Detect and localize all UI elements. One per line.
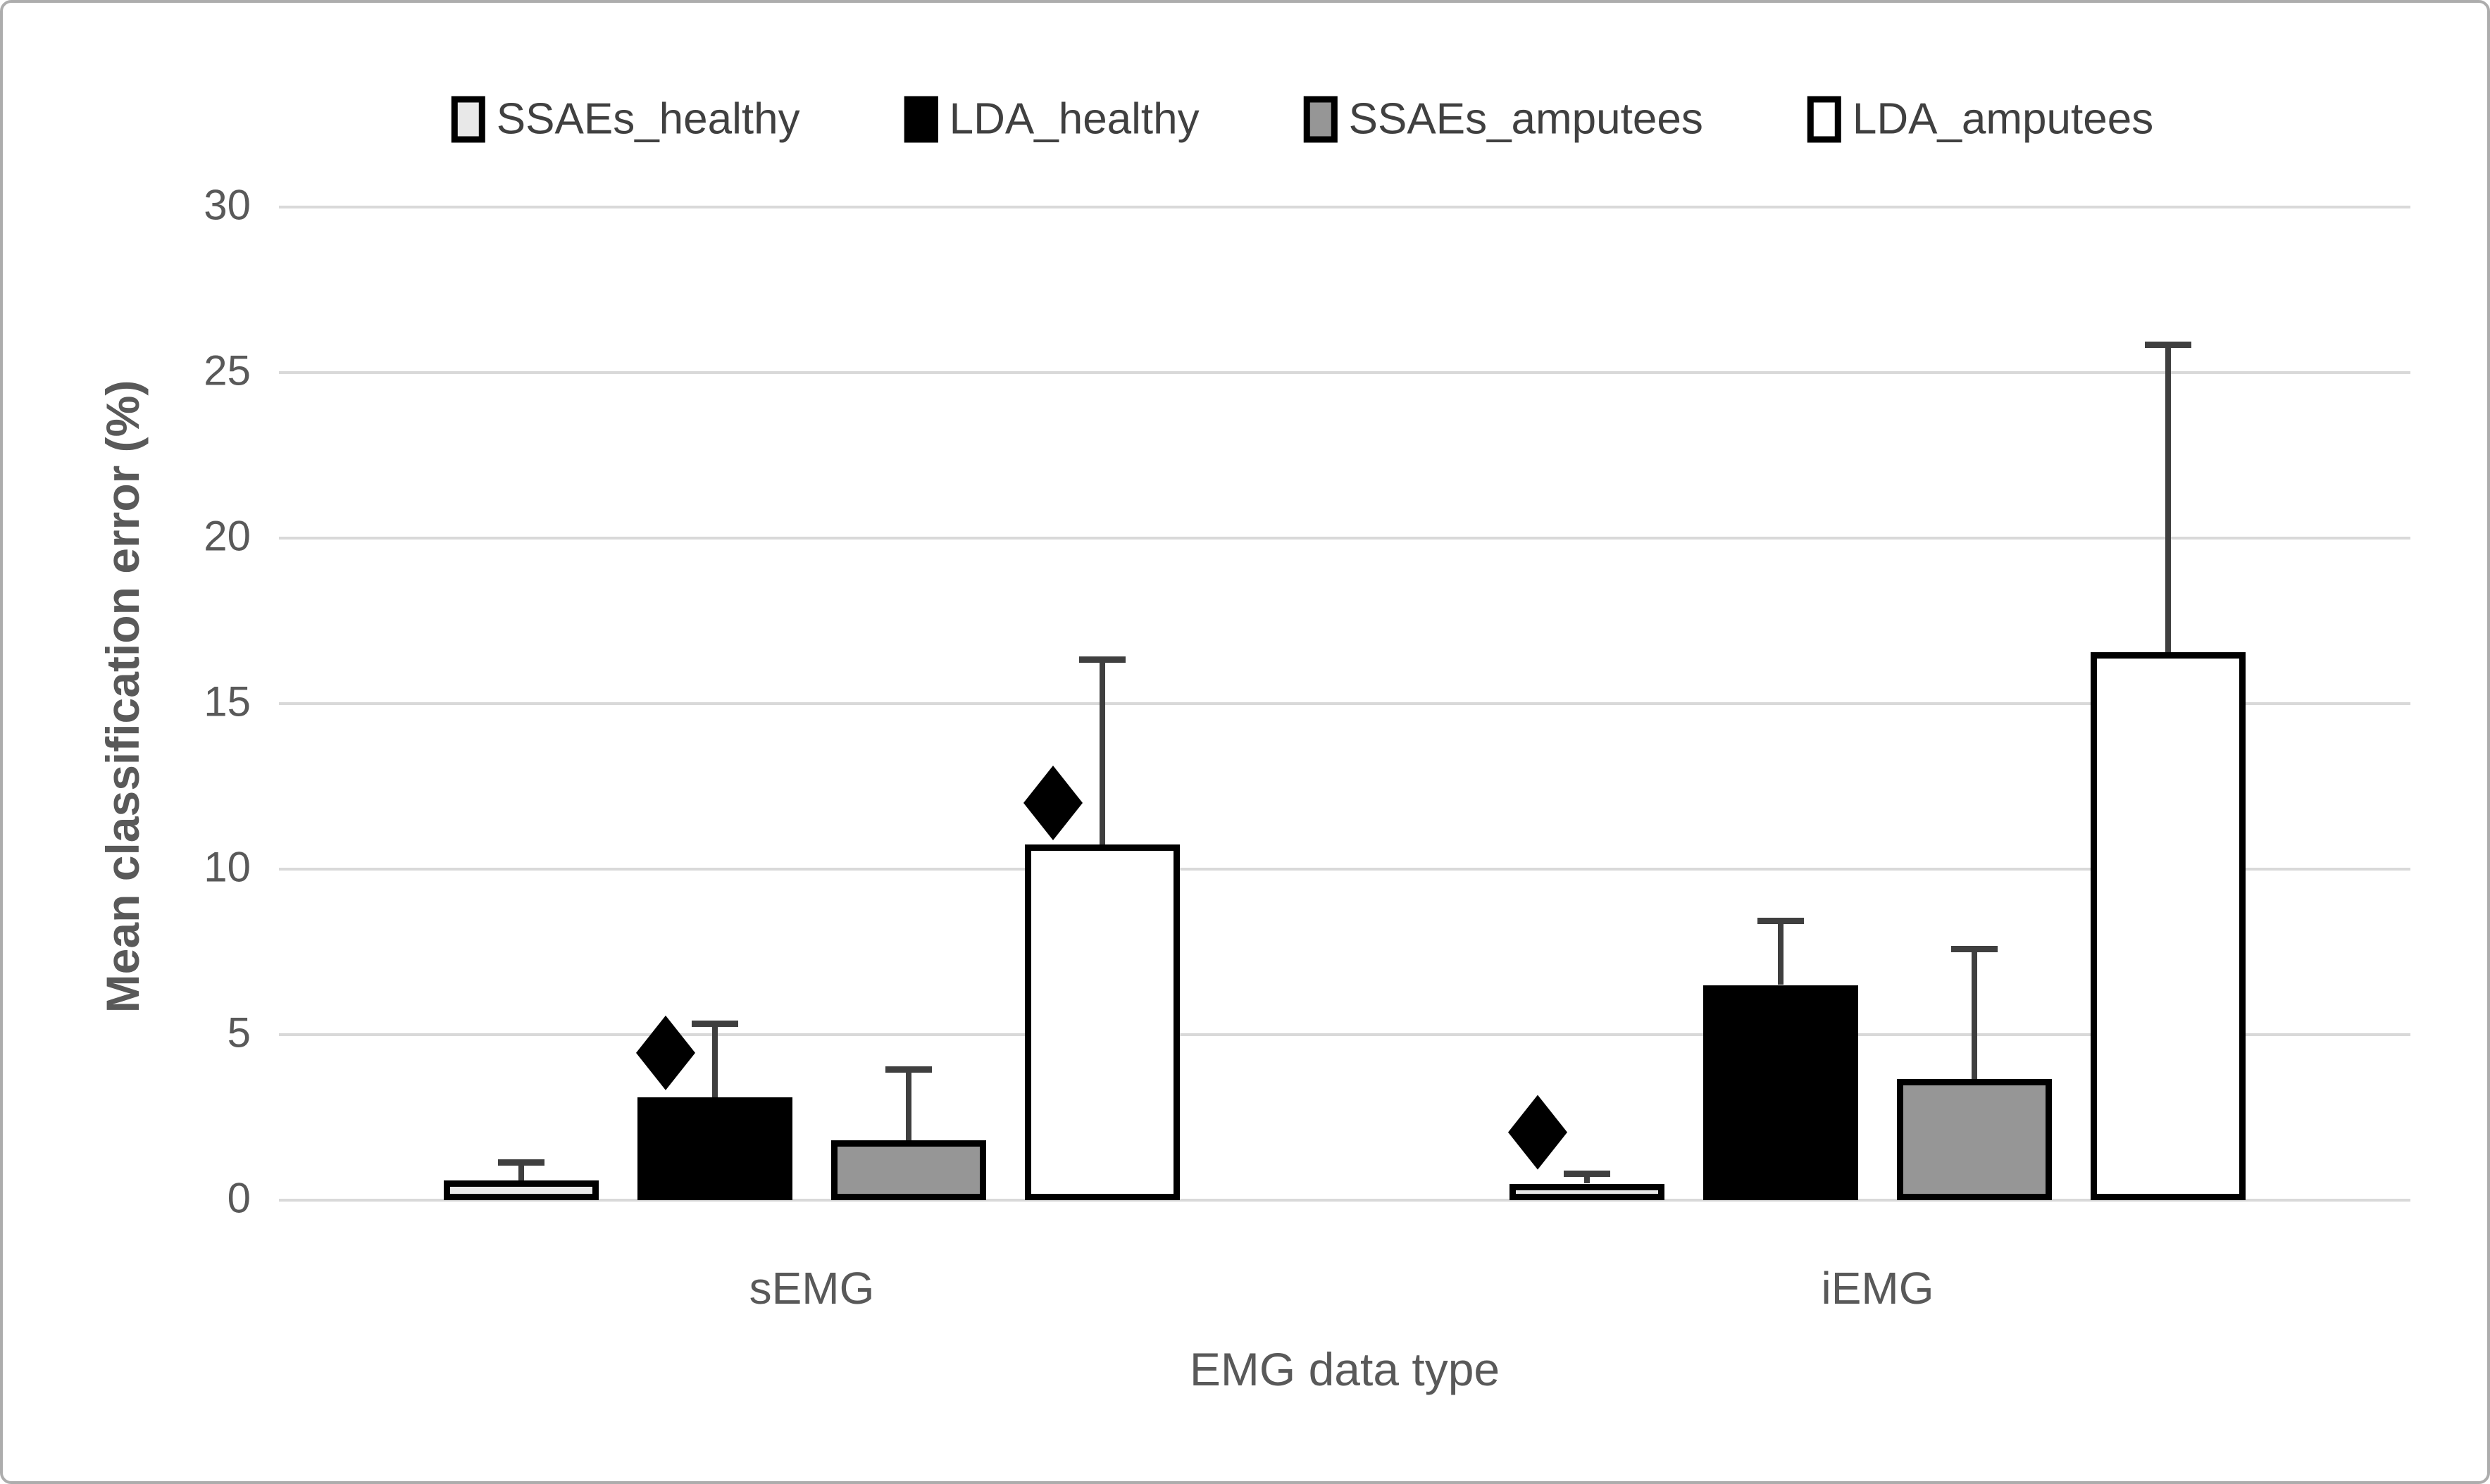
legend-label: LDA_healthy — [949, 94, 1200, 144]
significance-diamond-LDA_healthy-sEMG — [636, 1015, 695, 1090]
legend-swatch-icon — [1303, 96, 1338, 142]
bar-LDA_amputees-iEMG — [2091, 652, 2246, 1200]
category-label-iEMG: iEMG — [1821, 1263, 1934, 1314]
significance-diamond-LDA_amputees-sEMG — [1023, 766, 1083, 840]
error-bar-cap-SSAEs_amputees-iEMG — [1951, 945, 1998, 952]
bar-LDA_healthy-sEMG — [637, 1097, 792, 1200]
y-tick-label: 20 — [204, 512, 251, 560]
error-bar-cap-LDA_healthy-sEMG — [692, 1020, 738, 1027]
significance-diamond-SSAEs_healthy-iEMG — [1508, 1095, 1567, 1170]
gridline-y15 — [279, 702, 2410, 705]
error-bar-SSAEs_healthy-iEMG — [1584, 1173, 1590, 1184]
bar-SSAEs_amputees-sEMG — [831, 1140, 986, 1200]
y-tick-label: 30 — [204, 181, 251, 229]
legend-label: SSAEs_healthy — [496, 94, 800, 144]
gridline-y0 — [279, 1199, 2410, 1202]
bar-SSAEs_amputees-iEMG — [1897, 1079, 2052, 1200]
error-bar-SSAEs_amputees-sEMG — [906, 1069, 911, 1141]
gridline-y30 — [279, 206, 2410, 208]
y-tick-label: 25 — [204, 347, 251, 394]
y-tick-label: 15 — [204, 678, 251, 725]
gridline-y5 — [279, 1033, 2410, 1036]
bar-SSAEs_healthy-sEMG — [444, 1180, 599, 1200]
legend-entry-SSAEs_amputees: SSAEs_amputees — [1303, 94, 1703, 144]
bar-LDA_amputees-sEMG — [1025, 844, 1180, 1200]
gridline-y20 — [279, 537, 2410, 540]
error-bar-SSAEs_healthy-sEMG — [518, 1161, 524, 1180]
legend-label: LDA_amputees — [1852, 94, 2154, 144]
error-bar-LDA_amputees-sEMG — [1100, 659, 1105, 844]
y-tick-label: 10 — [204, 843, 251, 891]
legend: SSAEs_healthy LDA_healthy SSAEs_amputees LD… — [451, 94, 2153, 144]
error-bar-LDA_healthy-iEMG — [1778, 920, 1784, 985]
y-tick-label: 0 — [227, 1174, 251, 1222]
error-bar-cap-SSAEs_healthy-sEMG — [498, 1159, 544, 1166]
error-bar-cap-LDA_amputees-sEMG — [1079, 656, 1126, 663]
legend-swatch-icon — [904, 96, 938, 142]
bar-LDA_healthy-iEMG — [1703, 985, 1858, 1200]
legend-swatch-icon — [451, 96, 485, 142]
error-bar-cap-SSAEs_amputees-sEMG — [885, 1066, 932, 1073]
x-axis-title: EMG data type — [1189, 1343, 1500, 1395]
error-bar-cap-LDA_amputees-iEMG — [2145, 342, 2191, 349]
legend-entry-LDA_amputees: LDA_amputees — [1807, 94, 2153, 144]
error-bar-LDA_amputees-iEMG — [2165, 344, 2171, 653]
category-label-sEMG: sEMG — [749, 1263, 875, 1314]
error-bar-cap-LDA_healthy-iEMG — [1757, 917, 1804, 924]
y-tick-label: 5 — [227, 1009, 251, 1056]
legend-label: SSAEs_amputees — [1348, 94, 1703, 144]
gridline-y10 — [279, 868, 2410, 871]
error-bar-LDA_healthy-sEMG — [712, 1023, 718, 1098]
error-bar-cap-SSAEs_healthy-iEMG — [1564, 1171, 1610, 1178]
error-bar-SSAEs_amputees-iEMG — [1972, 948, 1977, 1080]
legend-entry-LDA_healthy: LDA_healthy — [904, 94, 1200, 144]
gridline-y25 — [279, 371, 2410, 374]
legend-swatch-icon — [1807, 96, 1841, 142]
bar-SSAEs_healthy-iEMG — [1509, 1183, 1664, 1200]
legend-entry-SSAEs_healthy: SSAEs_healthy — [451, 94, 800, 144]
